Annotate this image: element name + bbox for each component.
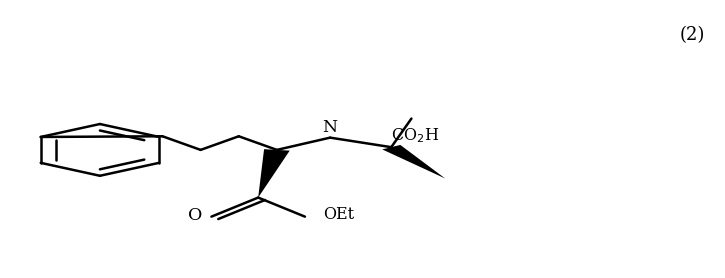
Text: CO$_2$H: CO$_2$H xyxy=(391,127,439,145)
Polygon shape xyxy=(258,149,290,198)
Text: OEt: OEt xyxy=(323,206,354,223)
Text: O: O xyxy=(188,207,203,224)
Text: N: N xyxy=(323,119,338,136)
Polygon shape xyxy=(382,145,445,178)
Text: (2): (2) xyxy=(679,26,705,44)
